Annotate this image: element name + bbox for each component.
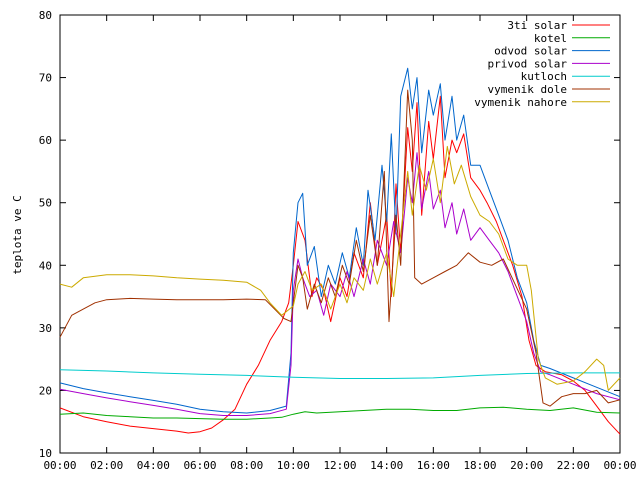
series-lines: [59, 67, 621, 435]
x-tick-label: 20:00: [510, 459, 543, 472]
series-line-privod-solar: [59, 152, 621, 416]
x-tick-label: 00:00: [43, 459, 76, 472]
x-tick-label: 06:00: [183, 459, 216, 472]
series-line-3ti-solar: [59, 95, 621, 435]
series-line-odvod-solar: [59, 67, 621, 414]
series-line-vymenik-nahore: [59, 145, 621, 391]
legend-label: vymenik nahore: [474, 96, 567, 109]
legend-label: privod solar: [488, 57, 568, 70]
x-tick-label: 02:00: [90, 459, 123, 472]
y-tick-label: 50: [39, 197, 52, 210]
x-axis: 00:00 02:00 04:00 06:00 08:00 10:00 12:00 14:00…: [43, 15, 637, 472]
x-tick-label: 00:00: [603, 459, 636, 472]
legend-label: kotel: [534, 32, 567, 45]
series-line-kutloch: [59, 369, 620, 379]
y-tick-label: 30: [39, 322, 52, 335]
y-tick-label: 20: [39, 384, 52, 397]
x-tick-label: 10:00: [277, 459, 310, 472]
x-tick-label: 12:00: [323, 459, 356, 472]
legend-label: 3ti solar: [507, 19, 567, 32]
x-tick-label: 08:00: [230, 459, 263, 472]
x-tick-label: 04:00: [137, 459, 170, 472]
legend-label: kutloch: [521, 70, 567, 83]
x-tick-label: 14:00: [370, 459, 403, 472]
series-line-kotel: [59, 406, 621, 420]
x-tick-label: 18:00: [463, 459, 496, 472]
legend-label: vymenik dole: [488, 83, 567, 96]
x-tick-label: 22:00: [557, 459, 590, 472]
y-tick-label: 70: [39, 72, 52, 85]
series-line-vymenik-dole: [59, 89, 621, 407]
y-tick-label: 60: [39, 134, 52, 147]
y-axis-label: teplota ve C: [11, 195, 24, 274]
y-axis: 10 20 30 40 50 60 70 80: [39, 9, 620, 460]
y-tick-label: 40: [39, 259, 52, 272]
x-tick-label: 16:00: [417, 459, 450, 472]
y-tick-label: 80: [39, 9, 52, 22]
y-tick-label: 10: [39, 447, 52, 460]
legend-label: odvod solar: [494, 45, 567, 58]
